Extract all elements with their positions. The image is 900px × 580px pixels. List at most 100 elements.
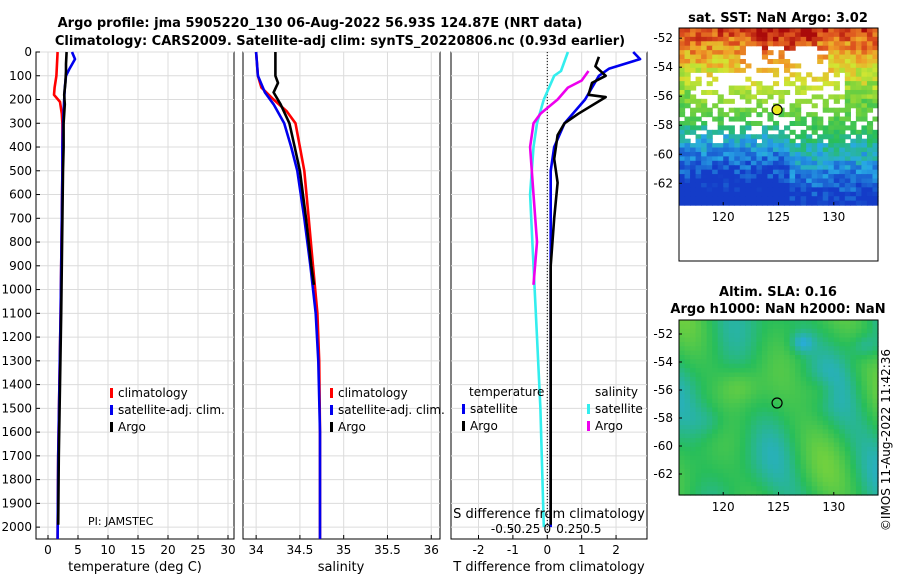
map-cell <box>855 481 863 487</box>
map-cell <box>712 32 719 38</box>
map-cell <box>723 368 730 374</box>
map-cell <box>695 460 702 465</box>
map-cell <box>778 151 785 157</box>
map-cell <box>712 160 719 166</box>
x2-tick-label: 0.25 <box>556 522 583 536</box>
map-cell <box>772 442 780 448</box>
map-cell <box>861 63 868 69</box>
map-cell <box>817 464 824 470</box>
map-cell <box>739 328 746 334</box>
map-cell <box>739 196 746 202</box>
map-cell <box>767 32 774 38</box>
map-cell <box>795 363 802 369</box>
map-cell <box>778 112 785 118</box>
map-cell <box>817 446 824 452</box>
map-cell <box>701 468 708 474</box>
map-cell <box>800 442 807 448</box>
map-cell <box>690 368 697 374</box>
map-cell <box>684 337 691 343</box>
map-cell <box>750 187 757 193</box>
map-cell <box>739 390 746 395</box>
map-cell <box>778 376 785 382</box>
map-cell <box>728 143 735 149</box>
map-cell <box>772 89 780 96</box>
map-cell <box>811 403 818 409</box>
map-cell <box>684 407 691 413</box>
map-cell <box>866 464 874 470</box>
map-cell <box>723 98 730 104</box>
map-cell <box>866 143 874 149</box>
map-cell <box>817 350 824 356</box>
map-cell <box>811 328 818 334</box>
map-cell <box>855 174 863 180</box>
map-cell <box>723 350 730 356</box>
map-cell <box>844 156 851 162</box>
map-cell <box>784 368 791 374</box>
map-cell <box>789 446 796 452</box>
map-cell <box>861 363 868 369</box>
map-cell <box>745 134 752 140</box>
map-cell <box>728 341 735 347</box>
map-cell <box>806 72 813 78</box>
map-cell <box>872 103 879 109</box>
map-cell <box>734 477 741 483</box>
map-cell <box>717 182 724 188</box>
map-cell <box>706 196 713 202</box>
map-cell <box>833 143 840 149</box>
map-cell <box>745 125 752 131</box>
map-cell <box>866 460 874 465</box>
map-cell <box>706 63 713 69</box>
map-cell <box>828 446 835 452</box>
map-cell <box>833 200 840 206</box>
map-cell <box>772 72 780 78</box>
map-cell <box>690 200 697 206</box>
map-cell <box>734 134 741 140</box>
map-cell <box>806 460 813 465</box>
y-tick-label: -56 <box>653 383 673 397</box>
map-cell <box>679 486 686 492</box>
map-cell <box>739 464 746 470</box>
map-cell <box>734 420 741 426</box>
map-cell <box>706 438 713 444</box>
map-cell <box>861 125 868 131</box>
map-cell <box>822 398 829 404</box>
map-cell <box>844 63 851 69</box>
map-cell <box>679 191 686 197</box>
map-cell <box>778 420 785 426</box>
map-cell <box>806 355 813 360</box>
map-cell <box>706 182 713 188</box>
map-cell <box>750 32 757 38</box>
map-cell <box>850 103 857 109</box>
map-cell <box>822 446 829 452</box>
map-cell <box>861 41 868 47</box>
map-cell <box>789 442 796 448</box>
map-cell <box>684 341 691 347</box>
y-tick-label: -54 <box>653 60 673 74</box>
map-cell <box>778 191 785 197</box>
map-cell <box>712 372 719 378</box>
map-cell <box>772 394 780 400</box>
map-cell <box>706 346 713 352</box>
map-cell <box>745 41 752 47</box>
salinity-panel: 34 34.5 35 35.5 36 salinity climatology sate… <box>242 51 445 575</box>
map-cell <box>872 54 879 60</box>
map-cell <box>772 420 780 426</box>
map-cell <box>833 346 840 352</box>
map-cell <box>690 156 697 162</box>
map-cell <box>839 165 846 171</box>
x-tick-label: 130 <box>822 500 845 514</box>
map-cell <box>872 156 879 162</box>
map-cell <box>811 182 818 188</box>
map-cell <box>800 473 807 479</box>
map-cell <box>839 107 846 113</box>
map-cell <box>728 28 735 34</box>
map-cell <box>756 407 763 413</box>
map-cell <box>712 341 719 347</box>
map-cell <box>817 187 824 193</box>
map-cell <box>690 129 697 135</box>
map-cell <box>750 174 757 180</box>
map-cell <box>750 464 757 470</box>
legend-sal-argo: Argo <box>595 419 623 433</box>
map-cell <box>822 28 829 34</box>
map-cell <box>723 333 730 339</box>
